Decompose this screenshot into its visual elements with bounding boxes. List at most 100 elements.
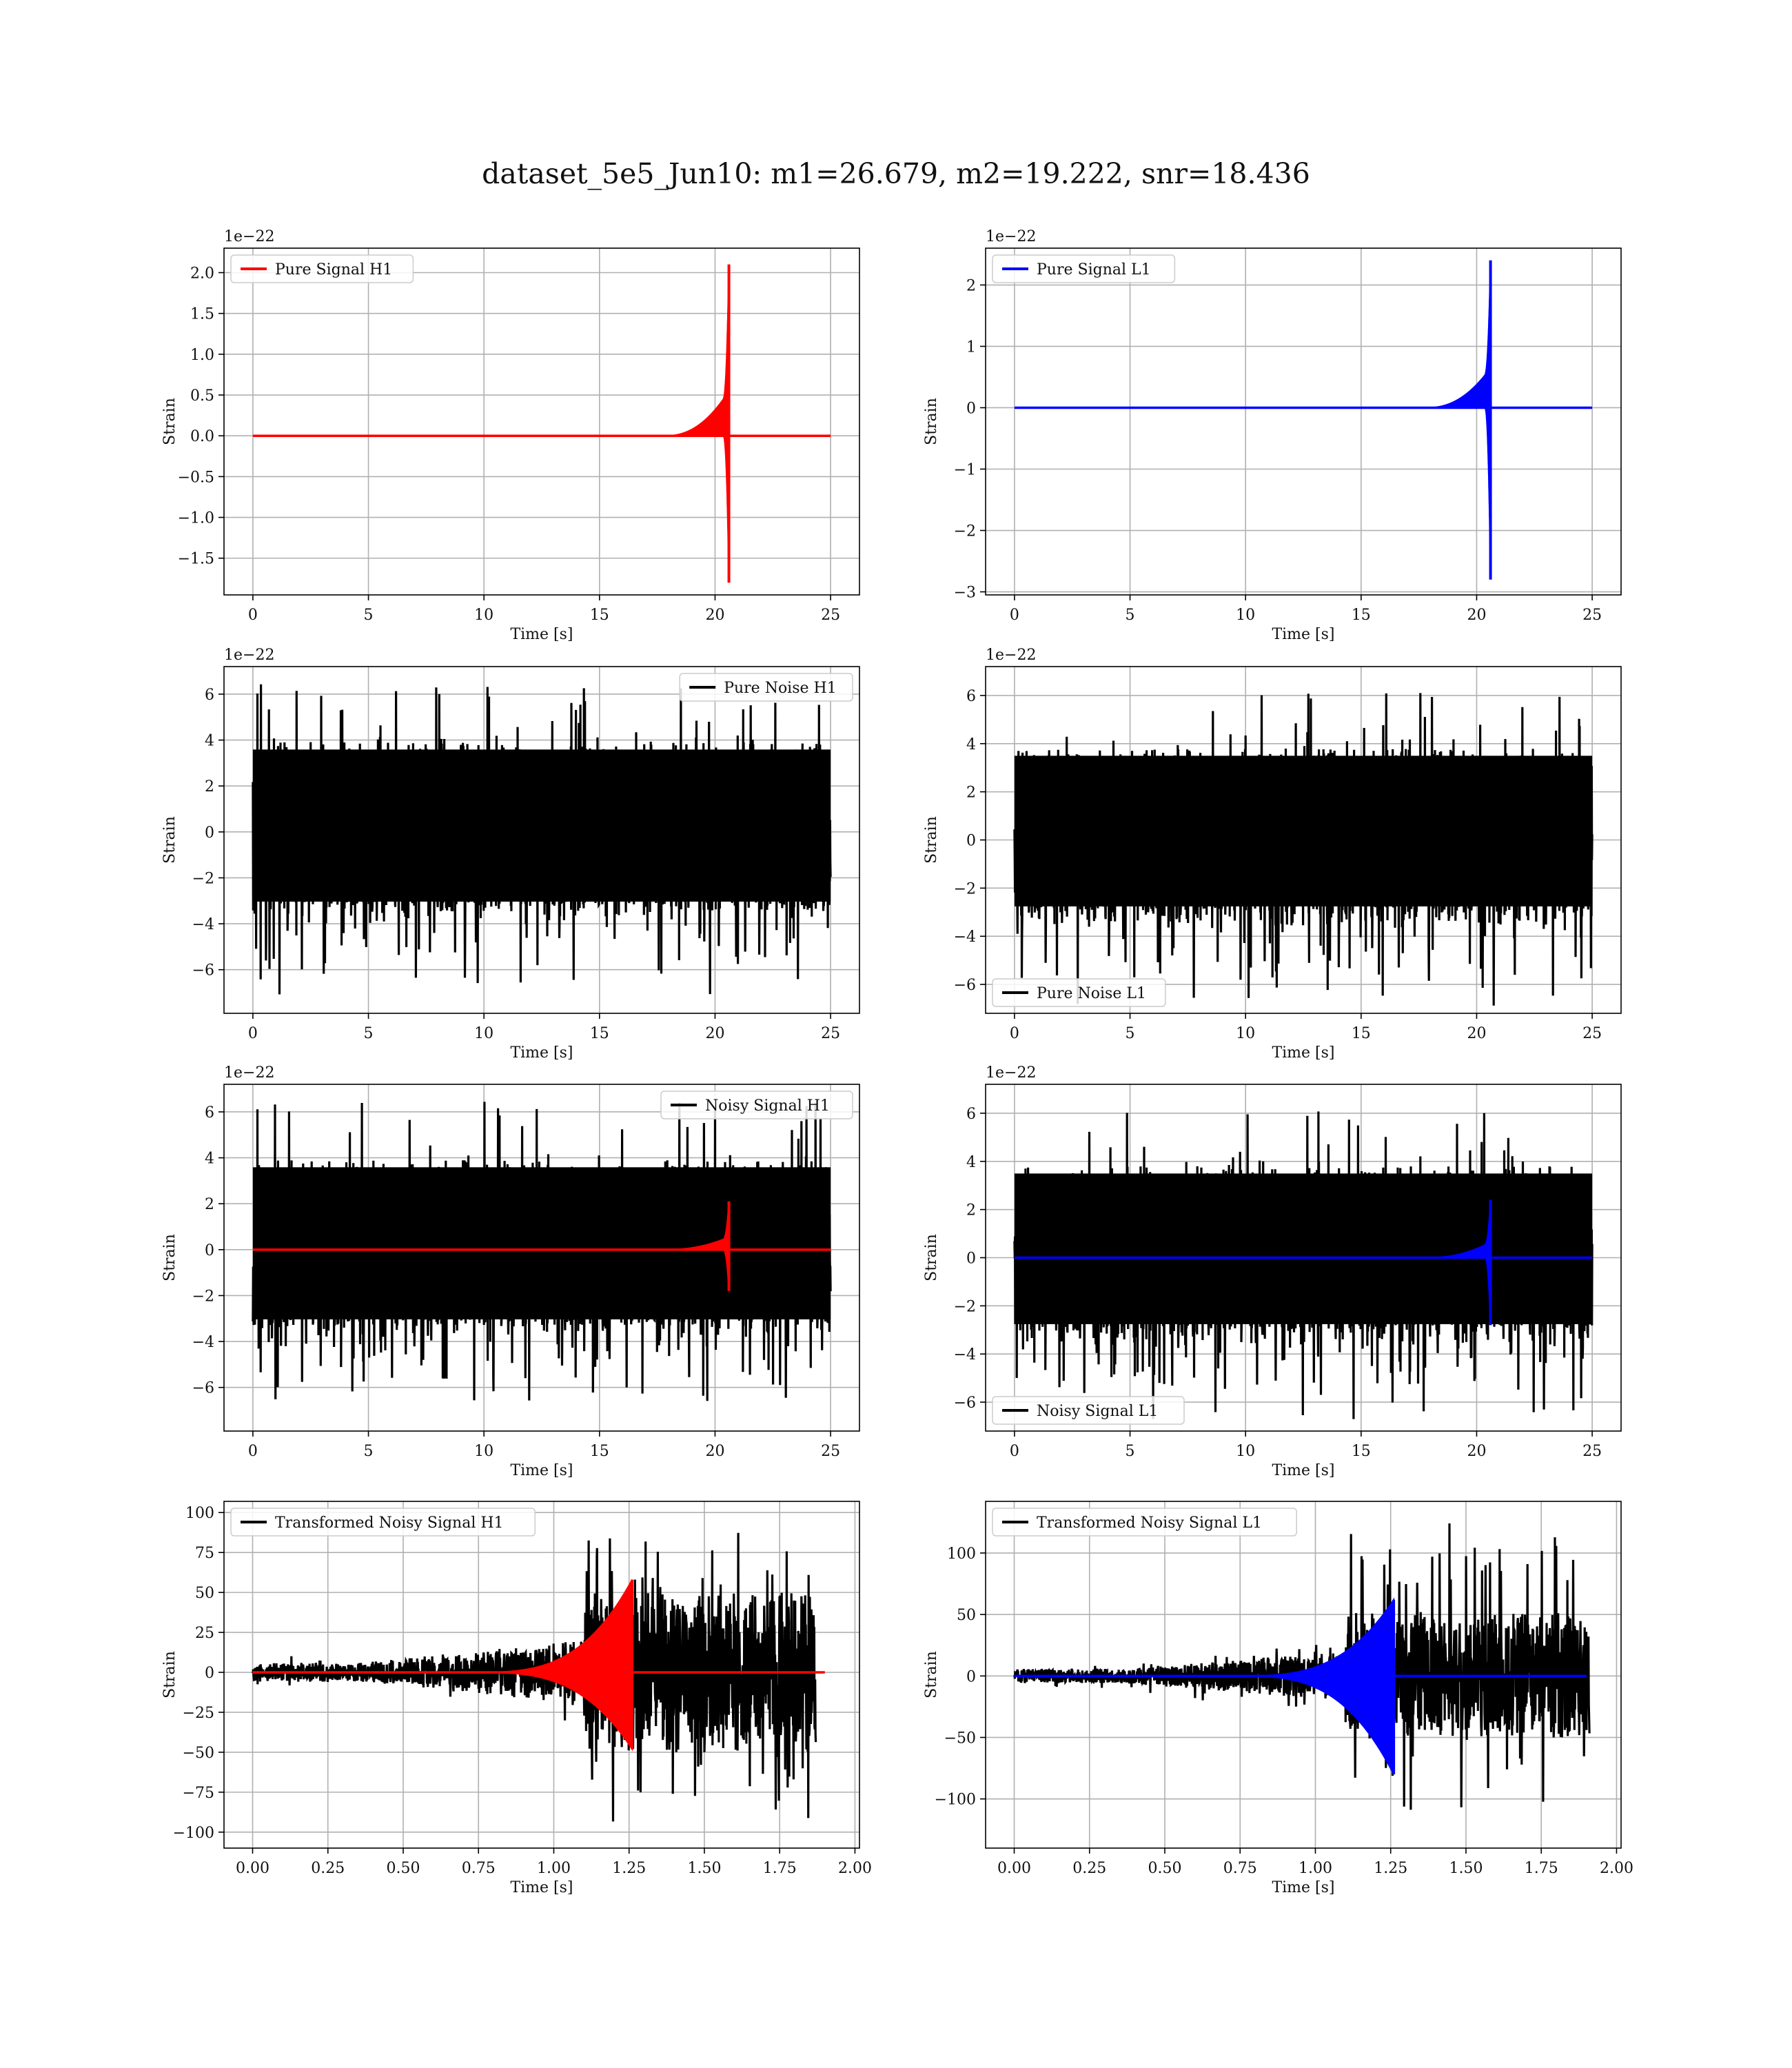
y-tick-label: 2 bbox=[205, 1196, 214, 1213]
subplot-1: 0 5 10 15 20 25 −1.5 −1.0 −0.5 0.0 0.5 1.0 1.5 2.0 1e−… bbox=[161, 228, 860, 643]
x-tick-label: 0.00 bbox=[997, 1860, 1031, 1877]
y-tick-label: 0.5 bbox=[190, 387, 214, 405]
x-tick-label: 0.25 bbox=[311, 1860, 345, 1877]
y-tick-label: −3 bbox=[954, 585, 976, 602]
x-tick-label: 15 bbox=[590, 1443, 609, 1460]
x-tick-label: 15 bbox=[1352, 1443, 1371, 1460]
x-tick-label: 1.25 bbox=[612, 1860, 646, 1877]
chirp-cycles bbox=[582, 1581, 632, 1747]
y-tick-label: 6 bbox=[966, 1106, 976, 1123]
y-tick-label: 0 bbox=[966, 833, 976, 850]
axes-frame bbox=[985, 1501, 1622, 1849]
x-tick-label: 15 bbox=[590, 1025, 609, 1042]
noise-core-band bbox=[252, 1167, 831, 1319]
y-tick-label: −100 bbox=[173, 1825, 214, 1842]
subplot-7: 0.00 0.25 0.50 0.75 1.00 1.25 1.50 1.75 2.00 −100… bbox=[161, 1501, 872, 1896]
x-tick-label: 25 bbox=[1582, 1443, 1602, 1460]
y-tick-label: 1.0 bbox=[190, 347, 214, 364]
x-axis-label: Time [s] bbox=[510, 1044, 573, 1062]
y-tick-label: 0 bbox=[966, 1668, 976, 1685]
axes-frame bbox=[223, 666, 860, 1014]
y-tick-label: 0 bbox=[205, 824, 214, 842]
y-axis-label: Strain bbox=[923, 1651, 940, 1699]
legend-box bbox=[992, 254, 1176, 283]
y-tick-label: −6 bbox=[954, 1395, 976, 1412]
legend-box bbox=[660, 1091, 853, 1119]
offset-text: 1e−22 bbox=[986, 647, 1036, 664]
y-axis-label: Strain bbox=[923, 398, 940, 445]
offset-text: 1e−22 bbox=[986, 1064, 1036, 1082]
x-tick-label: 0 bbox=[1010, 607, 1019, 624]
noise-core-band bbox=[1014, 756, 1593, 906]
x-tick-label: 20 bbox=[705, 1025, 724, 1042]
y-tick-label: 0.0 bbox=[190, 428, 214, 445]
y-tick-label: 4 bbox=[966, 736, 976, 753]
series-group bbox=[252, 264, 831, 583]
legend-box bbox=[992, 1396, 1185, 1425]
y-tick-label: −1.0 bbox=[178, 510, 214, 527]
whitened-series-line bbox=[252, 1532, 817, 1822]
series-group bbox=[1013, 693, 1594, 1006]
x-axis-label: Time [s] bbox=[510, 626, 573, 643]
x-axis-label: Time [s] bbox=[1272, 1044, 1334, 1062]
axes-frame bbox=[223, 247, 860, 596]
y-tick-label: 0 bbox=[966, 400, 976, 417]
x-tick-label: 20 bbox=[1467, 607, 1486, 624]
x-tick-label: 0.50 bbox=[387, 1860, 420, 1877]
y-tick-label: 1.5 bbox=[190, 306, 214, 323]
x-tick-label: 25 bbox=[821, 1025, 840, 1042]
x-tick-label: 1.75 bbox=[1525, 1860, 1558, 1877]
subplot-2: 0 5 10 15 20 25 −3 −2 −1 0 1 2 1e−22 Time [s] Strain Pu… bbox=[923, 228, 1622, 643]
legend-label: Noisy Signal H1 bbox=[705, 1097, 830, 1115]
series-group bbox=[1013, 1523, 1591, 1810]
y-tick-label: 0 bbox=[205, 1665, 214, 1682]
chirp-envelope bbox=[1427, 260, 1491, 580]
figure-title: dataset_5e5_Jun10: m1=26.679, m2=19.222,… bbox=[482, 157, 1310, 190]
y-tick-label: −2 bbox=[192, 870, 214, 887]
y-tick-label: 4 bbox=[205, 1150, 214, 1168]
y-tick-label: −6 bbox=[192, 962, 214, 980]
series-group bbox=[1014, 260, 1593, 580]
y-tick-label: 2 bbox=[966, 784, 976, 802]
legend-label: Pure Noise L1 bbox=[1037, 985, 1146, 1002]
legend-box bbox=[230, 254, 414, 283]
x-tick-label: 1.00 bbox=[1299, 1860, 1332, 1877]
series-group bbox=[1013, 1111, 1594, 1419]
subplot-4: 0 5 10 15 20 25 −6 −4 −2 0 2 4 6 1e−22 Time [s] Strain P… bbox=[923, 647, 1622, 1062]
x-tick-label: 25 bbox=[821, 1443, 840, 1460]
y-tick-label: 75 bbox=[195, 1545, 214, 1562]
y-axis-label: Strain bbox=[161, 1651, 179, 1699]
x-axis-label: Time [s] bbox=[510, 1462, 573, 1479]
y-tick-label: 50 bbox=[195, 1585, 214, 1602]
legend: Noisy Signal L1 bbox=[992, 1396, 1185, 1425]
axes-frame bbox=[223, 1084, 860, 1432]
legend: Pure Signal L1 bbox=[992, 254, 1176, 283]
series-group bbox=[252, 684, 832, 995]
subplot-8: 0.00 0.25 0.50 0.75 1.00 1.25 1.50 1.75 2.00 −100… bbox=[923, 1501, 1633, 1896]
x-tick-label: 0.75 bbox=[462, 1860, 496, 1877]
series-group bbox=[252, 1532, 825, 1822]
legend: Pure Noise H1 bbox=[679, 673, 853, 702]
y-tick-label: 25 bbox=[195, 1625, 214, 1642]
x-tick-label: 5 bbox=[364, 1443, 374, 1460]
y-tick-label: 100 bbox=[185, 1505, 214, 1522]
x-tick-label: 15 bbox=[1352, 1025, 1371, 1042]
x-tick-label: 1.25 bbox=[1374, 1860, 1407, 1877]
y-tick-label: −2 bbox=[192, 1288, 214, 1305]
y-axis-label: Strain bbox=[161, 398, 179, 445]
x-tick-label: 1.00 bbox=[537, 1860, 571, 1877]
y-tick-label: −4 bbox=[192, 916, 214, 933]
x-tick-label: 0.75 bbox=[1223, 1860, 1257, 1877]
legend-label: Noisy Signal L1 bbox=[1037, 1403, 1158, 1420]
y-tick-label: −100 bbox=[935, 1792, 976, 1809]
x-axis-label: Time [s] bbox=[510, 1879, 573, 1896]
x-axis-label: Time [s] bbox=[1272, 1462, 1334, 1479]
x-tick-label: 5 bbox=[1126, 1443, 1135, 1460]
x-tick-label: 25 bbox=[821, 607, 840, 624]
x-tick-label: 1.75 bbox=[763, 1860, 797, 1877]
whitened-series-line bbox=[1013, 1523, 1591, 1810]
y-tick-label: 50 bbox=[957, 1607, 976, 1624]
y-tick-label: 6 bbox=[205, 1104, 214, 1122]
x-tick-label: 5 bbox=[364, 607, 374, 624]
